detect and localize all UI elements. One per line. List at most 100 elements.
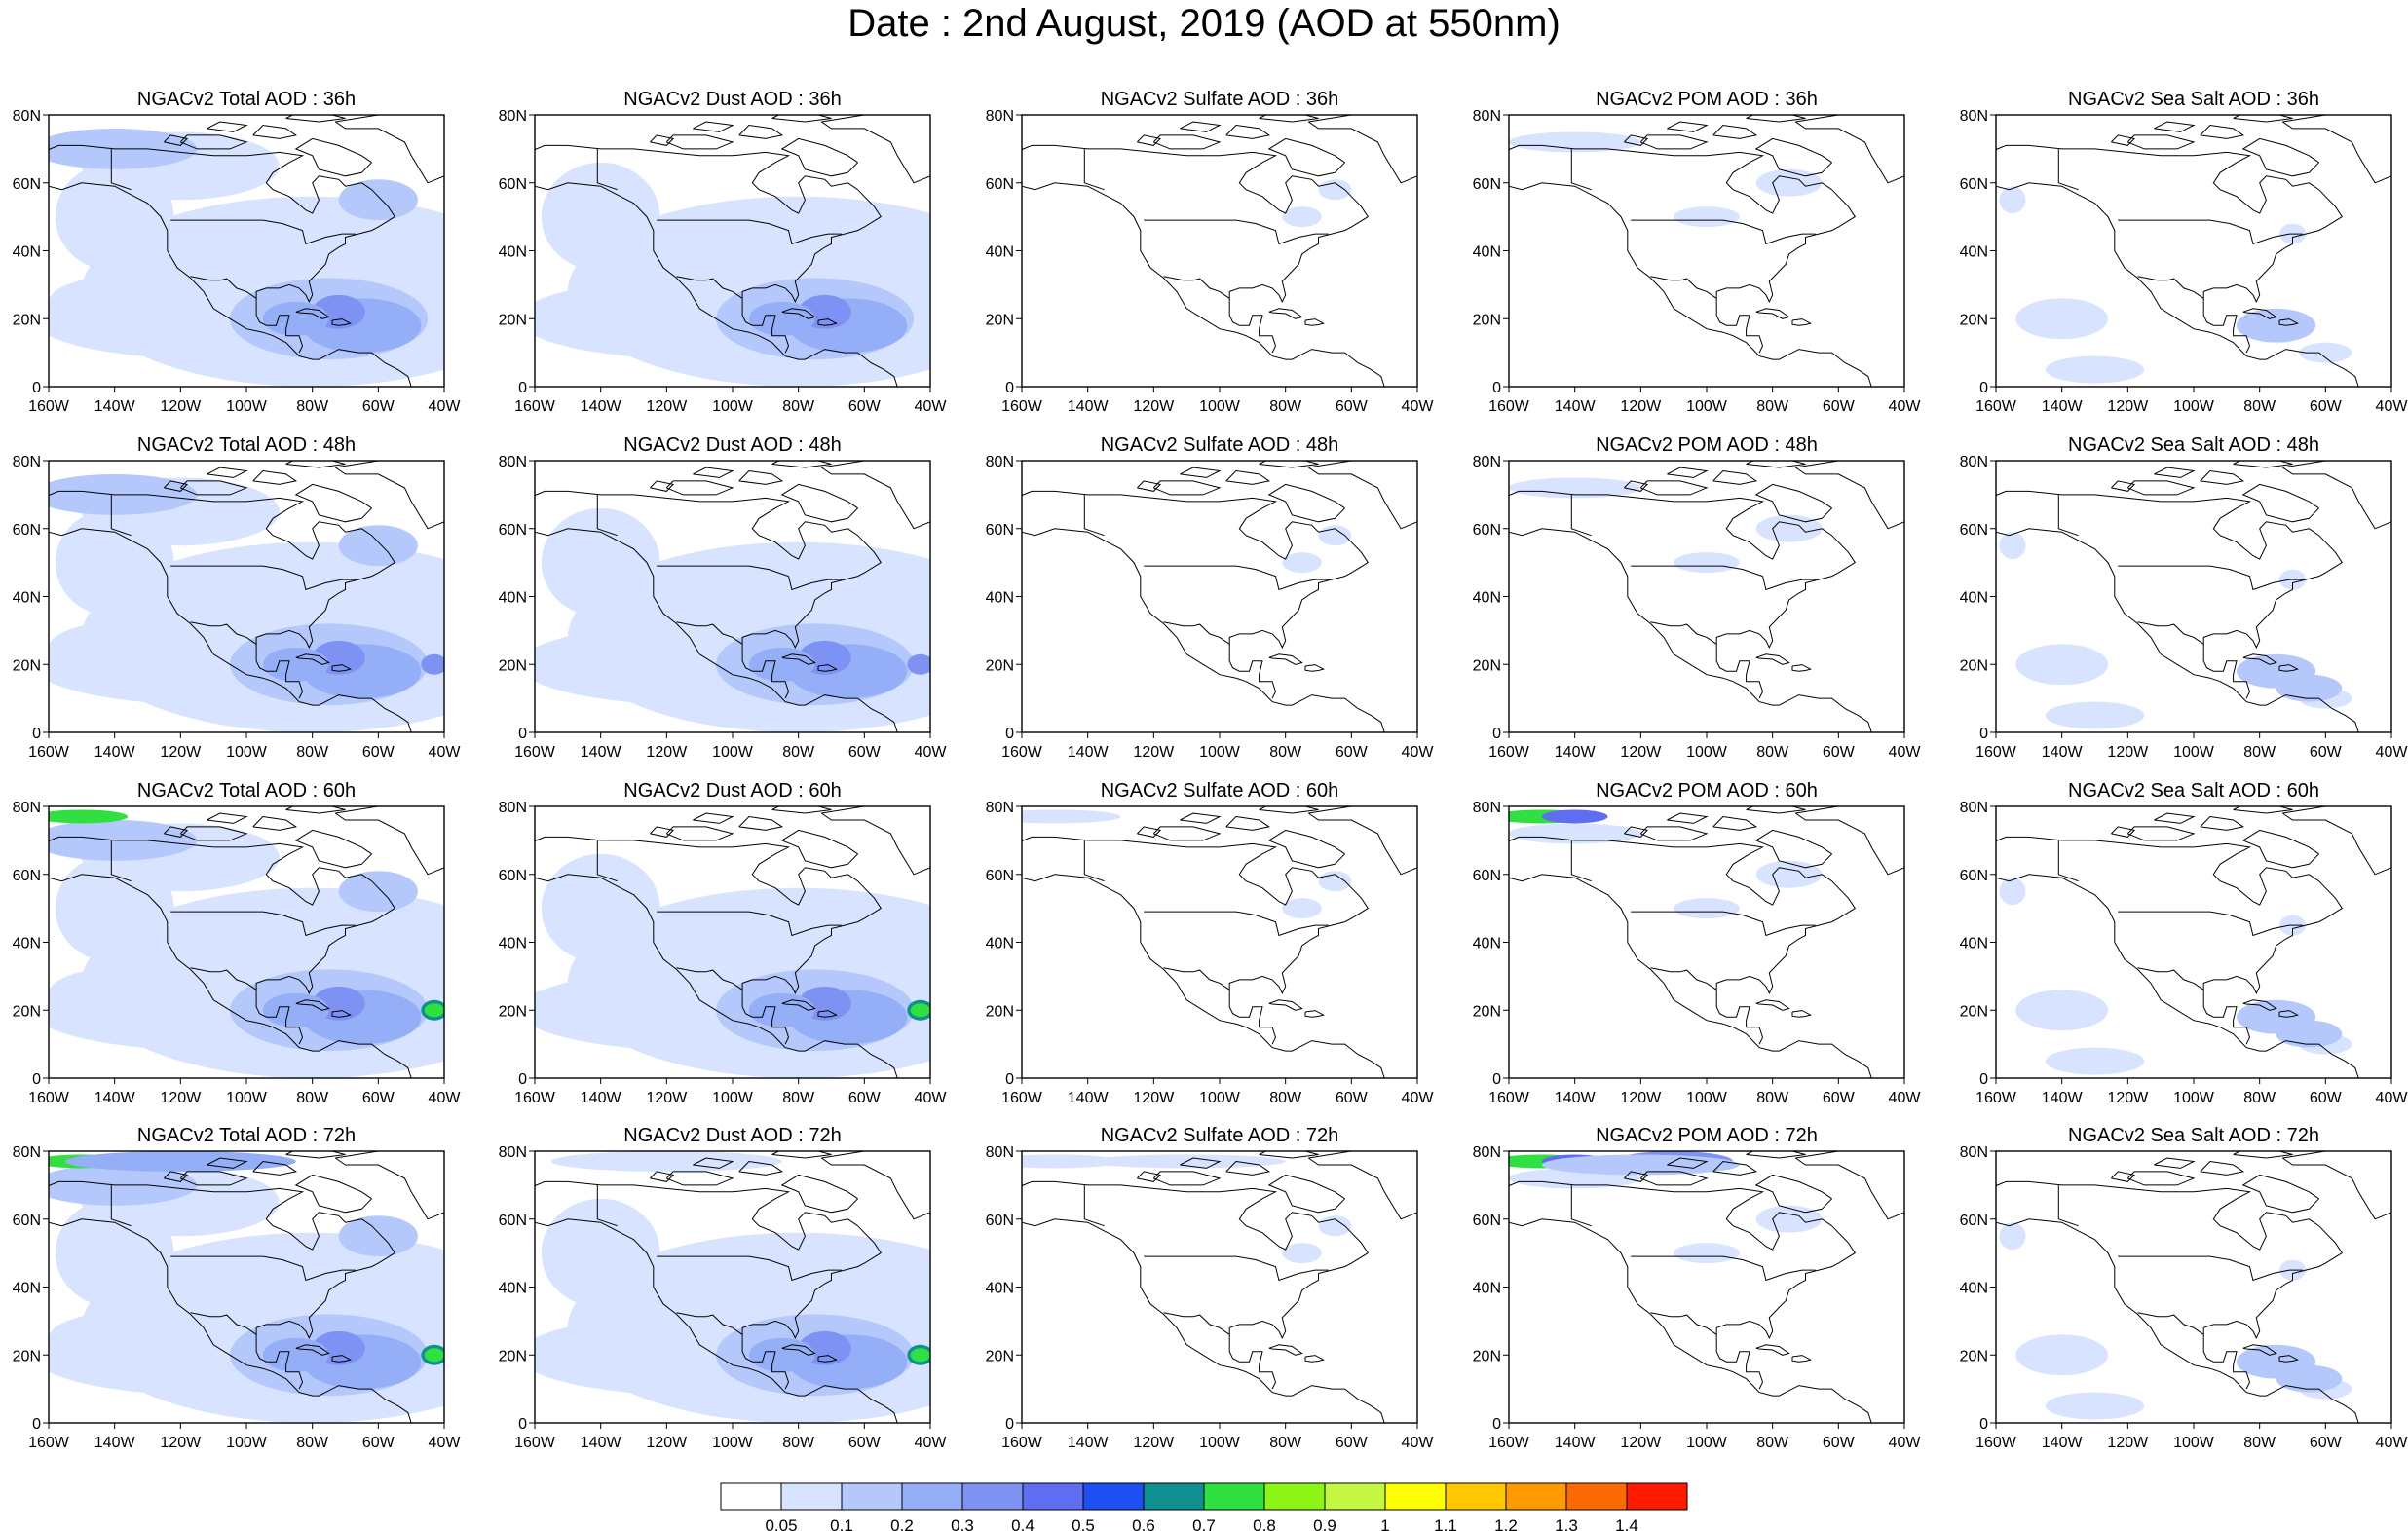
aod-patch xyxy=(1999,1222,2026,1251)
x-tick-label: 80W xyxy=(2243,1435,2276,1451)
coastline xyxy=(676,1312,743,1335)
coastline xyxy=(1022,182,1385,387)
coastline xyxy=(110,494,132,537)
aod-patch xyxy=(262,647,329,682)
y-tick-label: 0 xyxy=(1979,1416,1988,1433)
panel-title: NGACv2 Sulfate AOD : 48h xyxy=(1101,434,1339,456)
x-tick-label: 40W xyxy=(429,398,462,415)
x-tick-label: 120W xyxy=(2107,1090,2149,1106)
coastline xyxy=(2118,565,2303,591)
x-tick-label: 40W xyxy=(429,1435,462,1451)
x-tick-label: 80W xyxy=(296,398,329,415)
coastline xyxy=(771,115,832,123)
aod-field xyxy=(1509,115,1904,387)
coastline xyxy=(780,137,858,177)
panel-title: NGACv2 POM AOD : 60h xyxy=(1596,780,1818,802)
coastline xyxy=(2154,467,2196,478)
y-tick-label: 40N xyxy=(986,244,1014,261)
map-panel-pom-1: NGACv2 POM AOD : 48h 160W 140W 120W 100W 80W 6… xyxy=(1473,434,1922,761)
coastline xyxy=(1083,840,1105,882)
x-tick-label: 100W xyxy=(2173,398,2215,415)
y-tick-label: 60N xyxy=(986,176,1014,193)
coastline xyxy=(285,461,346,468)
coastline xyxy=(738,469,784,485)
aod-patch xyxy=(2015,1334,2109,1376)
panel-title: NGACv2 Total AOD : 48h xyxy=(137,434,356,456)
x-tick-label: 40W xyxy=(1889,1090,1922,1106)
x-tick-label: 140W xyxy=(581,744,622,761)
x-tick-label: 120W xyxy=(646,1435,688,1451)
map-panel-seasalt-0: NGACv2 Sea Salt AOD : 36h 160W 140W 120W 100… xyxy=(1960,89,2408,415)
coastline xyxy=(657,565,842,591)
colorbar-box xyxy=(780,1482,843,1511)
coastline xyxy=(110,840,132,882)
coastline xyxy=(294,1174,372,1214)
coastline xyxy=(1639,480,1709,496)
aod-patch xyxy=(1509,823,1641,844)
aod-patch xyxy=(338,1215,418,1257)
x-tick-label: 140W xyxy=(1068,1090,1110,1106)
x-tick-label: 160W xyxy=(1975,744,2017,761)
x-tick-label: 60W xyxy=(848,398,882,415)
coastline xyxy=(1570,1184,1592,1227)
x-tick-label: 100W xyxy=(226,744,268,761)
y-tick-label: 0 xyxy=(1005,380,1014,396)
y-tick-label: 40N xyxy=(986,590,1014,607)
y-tick-label: 0 xyxy=(1492,380,1501,396)
coastline xyxy=(1304,664,1325,672)
aod-field xyxy=(1996,806,2391,1078)
coastline xyxy=(49,874,412,1078)
x-tick-label: 40W xyxy=(429,744,462,761)
x-tick-label: 80W xyxy=(296,1090,329,1106)
coastline xyxy=(1624,134,1649,146)
coastline xyxy=(1712,1160,1758,1176)
x-tick-label: 160W xyxy=(28,744,70,761)
x-tick-label: 80W xyxy=(782,398,815,415)
coastline xyxy=(1259,806,1319,814)
x-tick-label: 160W xyxy=(514,744,556,761)
coastline xyxy=(110,1184,132,1227)
coastline xyxy=(781,308,816,319)
coastline xyxy=(1667,467,1709,478)
coastline xyxy=(2241,137,2319,177)
coastline xyxy=(331,1355,352,1363)
coastline xyxy=(2137,621,2204,645)
coastline xyxy=(49,490,395,649)
coastline xyxy=(335,1151,444,1220)
coastline xyxy=(1267,1174,1345,1214)
aod-patch xyxy=(262,1337,329,1372)
coastline xyxy=(1791,664,1812,672)
aod-patch xyxy=(541,162,660,272)
coastline xyxy=(207,121,248,132)
colorbar-label: 0.5 xyxy=(1072,1516,1095,1531)
x-tick-label: 140W xyxy=(2042,1090,2084,1106)
map-panel-sulfate-0: NGACv2 Sulfate AOD : 36h 160W 140W 120W 100W… xyxy=(986,89,1435,415)
aod-patch xyxy=(338,871,418,913)
aod-field xyxy=(1022,115,1417,387)
colorbar-label: 0.4 xyxy=(1011,1516,1035,1531)
coastline xyxy=(821,461,930,530)
coastline xyxy=(295,653,330,665)
x-tick-label: 140W xyxy=(1555,398,1597,415)
coastline xyxy=(665,1171,734,1186)
coastline xyxy=(1022,490,1369,649)
aod-patch xyxy=(1674,552,1740,574)
x-tick-label: 100W xyxy=(1199,1090,1241,1106)
x-tick-label: 160W xyxy=(28,1435,70,1451)
x-tick-label: 160W xyxy=(28,1090,70,1106)
aod-patch xyxy=(907,653,930,675)
coastline xyxy=(1755,653,1790,665)
coastline xyxy=(331,1010,352,1018)
x-tick-label: 60W xyxy=(362,1435,395,1451)
y-tick-label: 60N xyxy=(499,868,527,884)
x-tick-label: 140W xyxy=(94,1435,136,1451)
panel-title: NGACv2 Sulfate AOD : 60h xyxy=(1101,780,1339,802)
aod-field xyxy=(1509,806,1904,1078)
x-tick-label: 120W xyxy=(2107,398,2149,415)
coastline xyxy=(1715,647,1764,699)
figure-title: Date : 2nd August, 2019 (AOD at 550nm) xyxy=(847,2,1561,45)
coastline xyxy=(2154,1157,2196,1169)
aod-patch xyxy=(2276,674,2343,702)
coastline xyxy=(2118,219,2303,245)
coastline xyxy=(1267,137,1345,177)
